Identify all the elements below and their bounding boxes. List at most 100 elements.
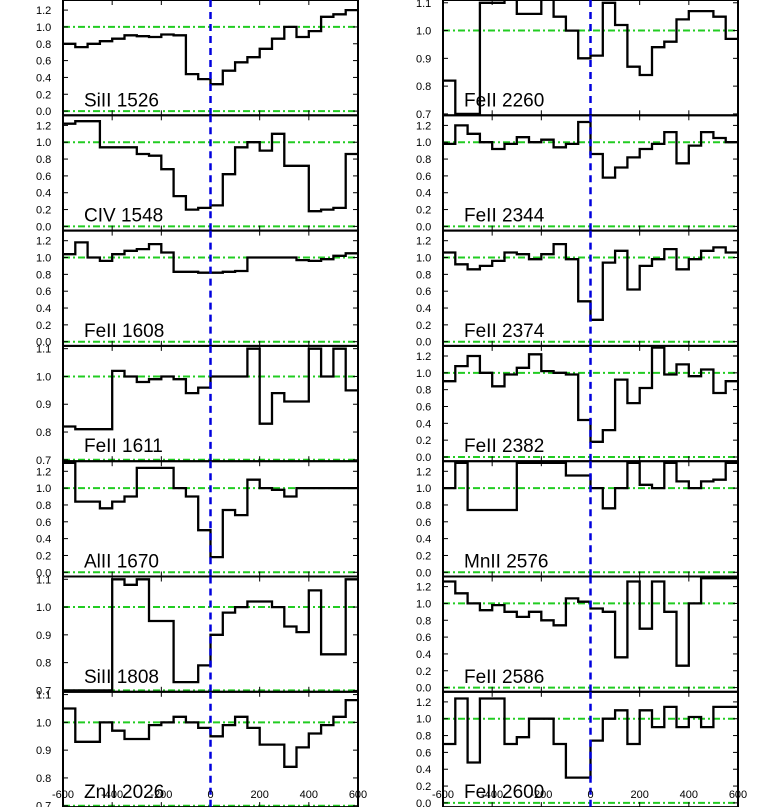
x-tick-label: 400 — [680, 789, 698, 801]
y-tick-label: 1.2 — [416, 582, 431, 594]
y-tick-label: 1.0 — [416, 26, 431, 38]
flux-spectrum — [63, 461, 358, 559]
y-tick-label: 0.2 — [36, 320, 51, 332]
flux-spectrum — [443, 242, 738, 321]
flux-spectrum — [443, 461, 738, 512]
flux-spectrum — [443, 0, 738, 116]
flux-spectrum — [63, 120, 358, 213]
y-tick-label: 0.4 — [36, 72, 51, 84]
y-tick-label: 1.0 — [36, 483, 51, 495]
x-tick-label: 400 — [300, 789, 318, 801]
y-tick-label: 0.8 — [416, 154, 431, 166]
y-tick-label: 1.0 — [416, 483, 431, 495]
y-tick-label: 1.2 — [36, 120, 51, 132]
y-tick-label: 0.8 — [36, 427, 51, 439]
y-tick-label: 0.0 — [416, 452, 431, 464]
y-tick-label: 0.6 — [36, 517, 51, 529]
y-tick-label: 0.2 — [416, 205, 431, 217]
flux-spectrum — [443, 120, 738, 179]
y-tick-label: 1.2 — [416, 236, 431, 248]
x-tick-label: 200 — [630, 789, 648, 801]
y-tick-label: 0.0 — [36, 337, 51, 349]
y-tick-label: 0.2 — [416, 781, 431, 793]
y-tick-label: 0.6 — [416, 747, 431, 759]
panel-siii-1808: 0.7 0.8 0.9 1.0 1.1 SiII 1808 — [36, 574, 359, 697]
y-tick-label: 0.0 — [416, 567, 431, 579]
y-tick-label: 0.7 — [36, 685, 51, 697]
transition-label: FeII 1611 — [84, 436, 163, 457]
panel-feii-1608: 0.0 0.2 0.4 0.6 0.8 1.0 1.2 FeII 1608 — [36, 229, 359, 349]
flux-spectrum — [63, 241, 358, 274]
panel-feii-2586: 0.0 0.2 0.4 0.6 0.8 1.0 1.2 FeII 2586 — [416, 575, 739, 695]
y-tick-label: 0.4 — [416, 418, 431, 430]
y-tick-label: 1.0 — [416, 598, 431, 610]
y-tick-label: 0.6 — [36, 171, 51, 183]
transition-label: FeII 2260 — [464, 90, 544, 111]
y-tick-label: 0.8 — [36, 39, 51, 51]
y-tick-label: 0.2 — [416, 550, 431, 562]
y-tick-label: 1.1 — [416, 0, 431, 10]
y-tick-label: 1.0 — [36, 602, 51, 614]
transition-label: CIV 1548 — [84, 206, 163, 227]
y-tick-label: 0.9 — [416, 53, 431, 65]
y-tick-label: 1.0 — [36, 253, 51, 265]
y-tick-label: 0.4 — [416, 303, 431, 315]
y-tick-label: 1.2 — [416, 120, 431, 132]
flux-spectrum — [63, 698, 358, 768]
y-tick-label: 0.8 — [416, 269, 431, 281]
y-tick-label: 0.2 — [36, 205, 51, 217]
y-tick-label: 0.4 — [36, 303, 51, 315]
y-tick-label: 0.8 — [416, 385, 431, 397]
y-tick-label: 0.6 — [416, 401, 431, 413]
y-tick-label: 1.2 — [416, 351, 431, 363]
y-tick-label: 0.6 — [416, 517, 431, 529]
y-tick-label: 0.9 — [36, 630, 51, 642]
panel-alii-1670: 0.0 0.2 0.4 0.6 0.8 1.0 1.2 AlII 1670 — [36, 460, 359, 579]
y-tick-label: 1.2 — [36, 466, 51, 478]
y-tick-label: 0.9 — [36, 399, 51, 411]
panel-siii-1526: 0.0 0.2 0.4 0.6 0.8 1.0 1.2 SiII 1526 — [36, 0, 359, 118]
y-tick-label: 0.4 — [416, 764, 431, 776]
panel-feii-2260: 0.7 0.8 0.9 1.0 1.1 FeII 2260 — [416, 0, 739, 121]
y-tick-label: 0.4 — [416, 534, 431, 546]
y-tick-label: 0.2 — [36, 550, 51, 562]
y-tick-label: 0.0 — [416, 337, 431, 349]
y-tick-label: 0.4 — [36, 534, 51, 546]
x-tick-label: -200 — [530, 789, 552, 801]
y-tick-label: 1.0 — [36, 371, 51, 383]
transition-label: FeII 2586 — [464, 667, 544, 688]
y-tick-label: 0.0 — [36, 106, 51, 118]
y-tick-label: 0.6 — [416, 286, 431, 298]
y-tick-label: 0.0 — [416, 221, 431, 233]
y-tick-label: 0.8 — [36, 154, 51, 166]
y-tick-label: 1.0 — [36, 137, 51, 149]
flux-spectrum — [63, 578, 358, 692]
y-tick-label: 1.2 — [36, 236, 51, 248]
x-tick-label: 0 — [587, 789, 593, 801]
y-tick-label: 1.2 — [416, 697, 431, 709]
velocity-axis-labels: -600 -400 -200 0 200 400 600 -600 -400 -200 0 200 40… — [52, 789, 747, 801]
y-tick-label: 0.7 — [36, 455, 51, 467]
y-tick-label: 0.7 — [416, 109, 431, 121]
y-tick-label: 0.7 — [36, 801, 51, 807]
y-tick-label: 1.0 — [36, 22, 51, 34]
transition-label: FeII 2374 — [464, 321, 545, 342]
transition-label: FeII 2600 — [464, 782, 544, 803]
transition-label: FeII 2382 — [464, 436, 544, 457]
transition-label: MnII 2576 — [464, 552, 549, 573]
y-tick-label: 0.6 — [36, 56, 51, 68]
y-tick-label: 0.6 — [36, 286, 51, 298]
y-tick-label: 0.8 — [416, 731, 431, 743]
y-tick-label: 1.0 — [36, 717, 51, 729]
y-tick-label: 0.2 — [36, 89, 51, 101]
y-tick-label: 1.2 — [416, 466, 431, 478]
y-tick-label: 0.8 — [36, 658, 51, 670]
y-tick-label: 1.2 — [36, 5, 51, 17]
y-tick-label: 0.4 — [416, 649, 431, 661]
panel-feii-2374: 0.0 0.2 0.4 0.6 0.8 1.0 1.2 FeII 2374 — [416, 229, 739, 349]
transition-label: SiII 1526 — [84, 90, 159, 111]
panel-civ-1548: 0.0 0.2 0.4 0.6 0.8 1.0 1.2 CIV 1548 — [36, 114, 359, 233]
transition-label: ZnII 2026 — [84, 782, 164, 803]
